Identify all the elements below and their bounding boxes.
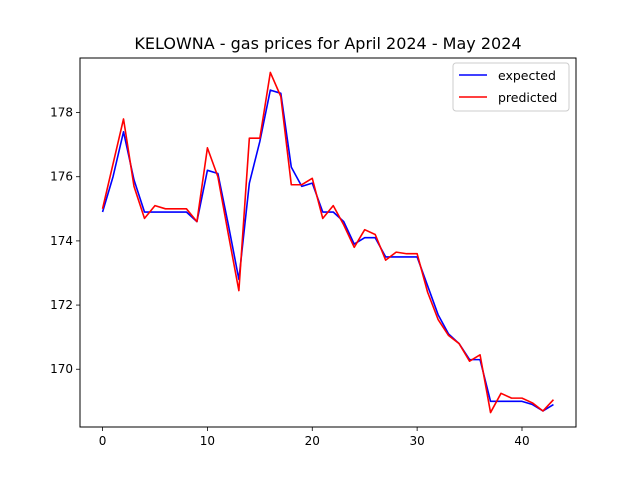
x-tick-label: 30 <box>409 434 424 448</box>
chart-title: KELOWNA - gas prices for April 2024 - Ma… <box>134 34 521 53</box>
x-tick-label: 40 <box>514 434 529 448</box>
x-tick-label: 0 <box>99 434 107 448</box>
legend-label-expected: expected <box>498 68 556 83</box>
y-tick-label: 172 <box>50 298 73 312</box>
series-line-predicted <box>101 71 555 414</box>
axes-frame <box>79 57 577 428</box>
x-axis: 0 10 20 30 40 <box>99 427 530 448</box>
x-tick-label: 20 <box>305 434 320 448</box>
legend: expected predicted <box>452 62 570 112</box>
legend-label-predicted: predicted <box>498 90 557 105</box>
x-tick-label: 10 <box>200 434 215 448</box>
y-axis: 170 172 174 176 178 <box>50 106 80 376</box>
y-tick-label: 176 <box>50 170 73 184</box>
plot-area <box>101 71 555 414</box>
y-tick-label: 170 <box>50 362 73 376</box>
y-tick-label: 174 <box>50 234 73 248</box>
y-tick-label: 178 <box>50 106 73 120</box>
